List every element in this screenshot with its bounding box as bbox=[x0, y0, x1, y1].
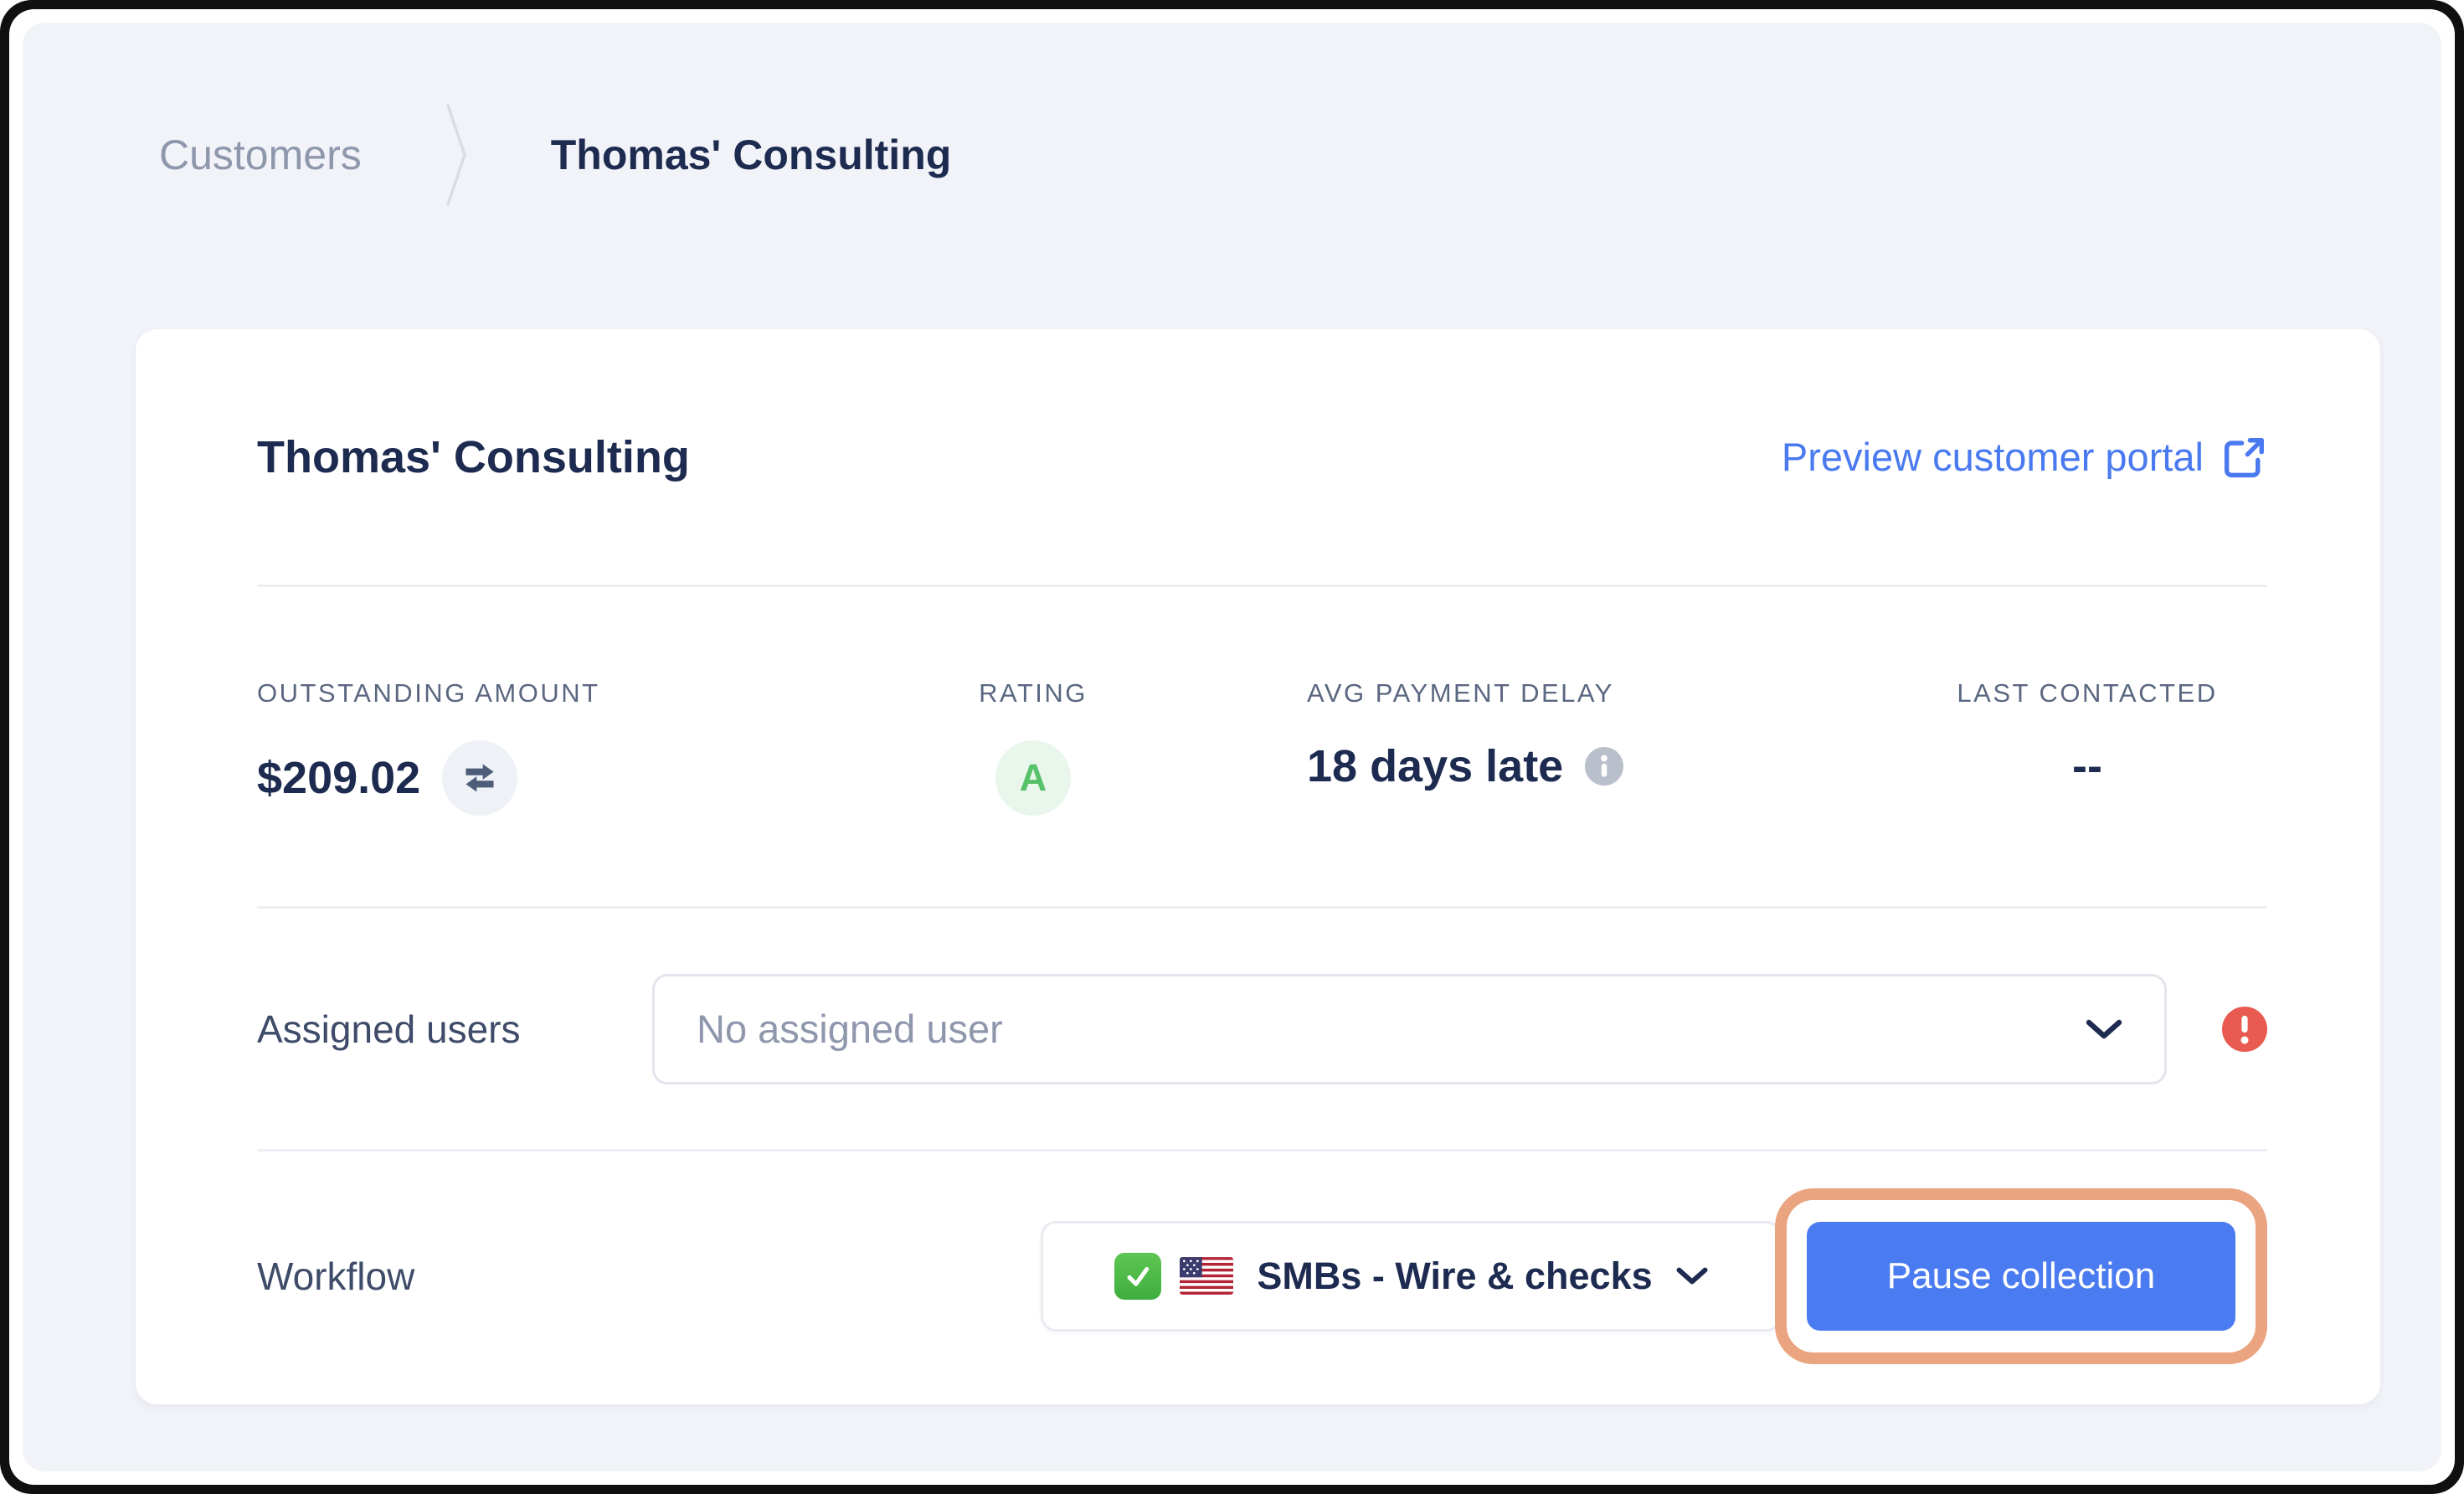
green-check-emoji-icon bbox=[1114, 1252, 1162, 1300]
assigned-users-select[interactable]: No assigned user bbox=[652, 973, 2167, 1084]
stat-outstanding-amount-value: $209.02 bbox=[257, 752, 421, 803]
stat-last-contacted-label: LAST CONTACTED bbox=[1957, 677, 2218, 708]
customer-name-title: Thomas' Consulting bbox=[257, 431, 690, 482]
error-icon bbox=[2222, 1006, 2267, 1052]
stat-rating-label: RATING bbox=[979, 677, 1088, 708]
stat-avg-payment-delay: AVG PAYMENT DELAY 18 days late bbox=[1307, 678, 1742, 816]
stat-avg-payment-delay-label: AVG PAYMENT DELAY bbox=[1307, 677, 1614, 708]
breadcrumb-customers-link[interactable]: Customers bbox=[159, 131, 362, 178]
preview-customer-portal-link[interactable]: Preview customer portal bbox=[1782, 434, 2267, 480]
breadcrumb: Customers Thomas' Consulting bbox=[159, 104, 2383, 206]
currency-swap-icon[interactable] bbox=[442, 739, 518, 816]
chevron-down-icon bbox=[1676, 1266, 1708, 1285]
stat-last-contacted: LAST CONTACTED -- bbox=[1907, 678, 2267, 816]
stat-outstanding-amount-label: OUTSTANDING AMOUNT bbox=[257, 677, 600, 708]
external-link-icon bbox=[2222, 435, 2267, 480]
stats-row: OUTSTANDING AMOUNT $209.02 bbox=[257, 587, 2267, 909]
assigned-users-row: Assigned users No assigned user bbox=[257, 909, 2267, 1151]
chevron-down-icon bbox=[2086, 1018, 2122, 1040]
stat-avg-payment-delay-value: 18 days late bbox=[1307, 740, 1564, 791]
workflow-row: Workflow bbox=[257, 1151, 2267, 1400]
workflow-selected-option: SMBs - Wire & checks bbox=[1257, 1254, 1653, 1297]
annotation-highlight-ring: Pause collection bbox=[1775, 1187, 2267, 1364]
breadcrumb-current-page: Thomas' Consulting bbox=[550, 131, 952, 178]
workflow-select[interactable]: SMBs - Wire & checks bbox=[1041, 1220, 1782, 1332]
preview-customer-portal-label: Preview customer portal bbox=[1781, 435, 2204, 479]
info-icon[interactable] bbox=[1585, 746, 1624, 786]
pause-collection-button[interactable]: Pause collection bbox=[1807, 1221, 2235, 1331]
customer-card: Thomas' Consulting Preview customer port… bbox=[136, 329, 2380, 1404]
stat-outstanding-amount: OUTSTANDING AMOUNT $209.02 bbox=[257, 678, 759, 816]
stat-rating: RATING A bbox=[924, 678, 1142, 816]
assigned-users-label: Assigned users bbox=[257, 1007, 521, 1051]
us-flag-emoji-icon bbox=[1180, 1257, 1234, 1295]
workflow-label: Workflow bbox=[257, 1254, 415, 1298]
assigned-users-placeholder: No assigned user bbox=[697, 1007, 1003, 1051]
page-background: Customers Thomas' Consulting Thomas' Con… bbox=[23, 23, 2441, 1471]
stat-last-contacted-value: -- bbox=[2072, 740, 2102, 791]
breadcrumb-chevron-icon bbox=[445, 100, 467, 209]
rating-badge: A bbox=[995, 739, 1071, 816]
card-header: Thomas' Consulting Preview customer port… bbox=[257, 329, 2267, 587]
